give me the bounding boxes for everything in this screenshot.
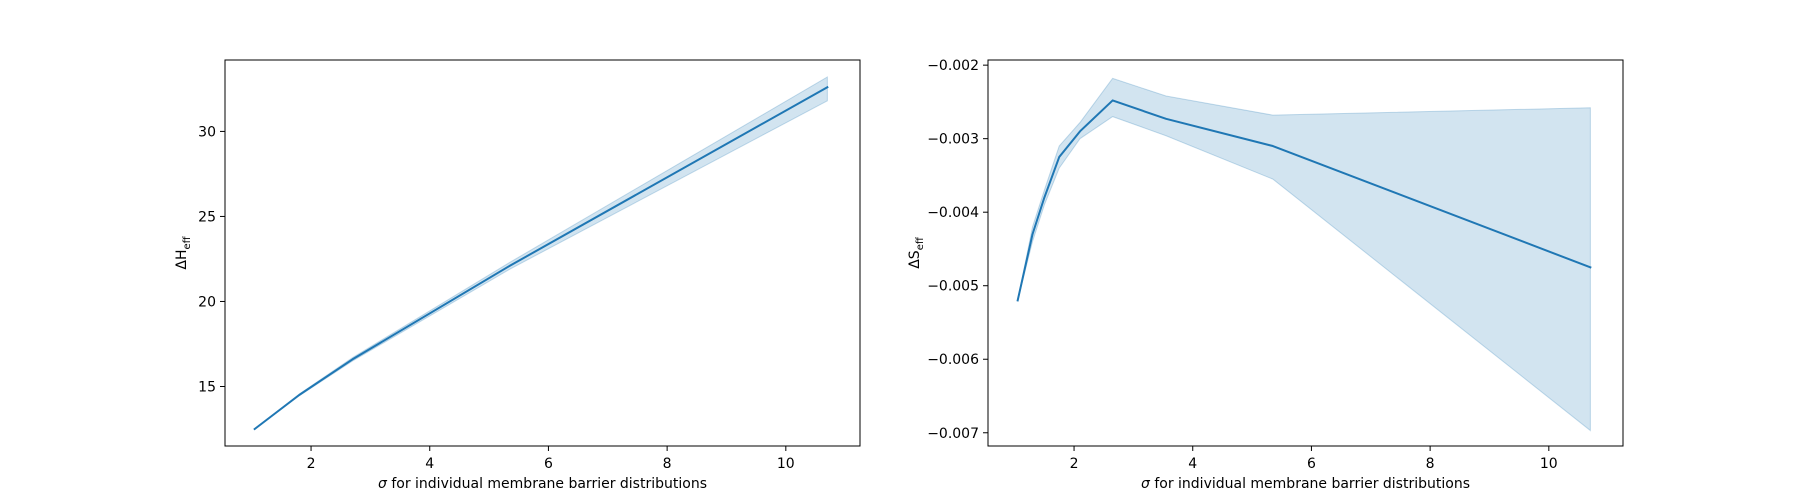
y-tick-label: −0.007 — [927, 426, 979, 442]
y-axis-ticks: 15 20 25 30 — [198, 124, 225, 395]
y-tick-label: 15 — [198, 379, 216, 395]
y-tick-label: −0.002 — [927, 58, 979, 74]
x-tick-label: 8 — [663, 456, 672, 472]
confidence-band-layer — [254, 76, 828, 430]
confidence-band — [1017, 77, 1591, 432]
series-line — [1016, 99, 1592, 302]
series-line — [253, 85, 829, 431]
x-axis-label: σ for individual membrane barrier distri… — [1141, 476, 1470, 492]
series-line-layer — [253, 85, 829, 431]
y-tick-label: −0.004 — [927, 205, 979, 221]
x-tick-label: 4 — [425, 456, 434, 472]
x-axis-label: σ for individual membrane barrier distri… — [378, 476, 707, 492]
x-axis-ticks: 2 4 6 8 10 — [1070, 446, 1558, 472]
y-tick-label: −0.006 — [927, 352, 979, 368]
confidence-band — [254, 76, 828, 430]
y-axis-label: ΔHeff — [174, 235, 193, 269]
plot-area-frame — [987, 59, 1624, 447]
y-axis-label: ΔSeff — [907, 236, 926, 269]
chart-enthalpy: 2 4 6 8 10 15 20 25 30 σ for individual membran… — [174, 59, 861, 492]
y-tick-label: −0.005 — [927, 279, 979, 295]
y-tick-label: −0.003 — [927, 132, 979, 148]
x-tick-label: 4 — [1188, 456, 1197, 472]
confidence-band-layer — [1017, 77, 1591, 432]
y-axis-ticks: −0.002 −0.003 −0.004 −0.005 −0.006 −0.007 — [927, 58, 988, 442]
y-tick-label: 30 — [198, 124, 216, 140]
x-axis-ticks: 2 4 6 8 10 — [307, 446, 795, 472]
chart-entropy: 2 4 6 8 10 −0.002−0.003−0.004−0.005−0.006−0.… — [907, 58, 1624, 492]
x-tick-label: 6 — [544, 456, 553, 472]
y-tick-label: 20 — [198, 294, 216, 310]
x-tick-label: 10 — [777, 456, 795, 472]
plot-area-frame — [224, 59, 861, 447]
x-tick-label: 2 — [307, 456, 316, 472]
x-tick-label: 10 — [1540, 456, 1558, 472]
x-tick-label: 2 — [1070, 456, 1079, 472]
series-line-layer — [1016, 99, 1592, 302]
y-tick-label: 25 — [198, 209, 216, 225]
x-tick-label: 6 — [1307, 456, 1316, 472]
x-tick-label: 8 — [1426, 456, 1435, 472]
